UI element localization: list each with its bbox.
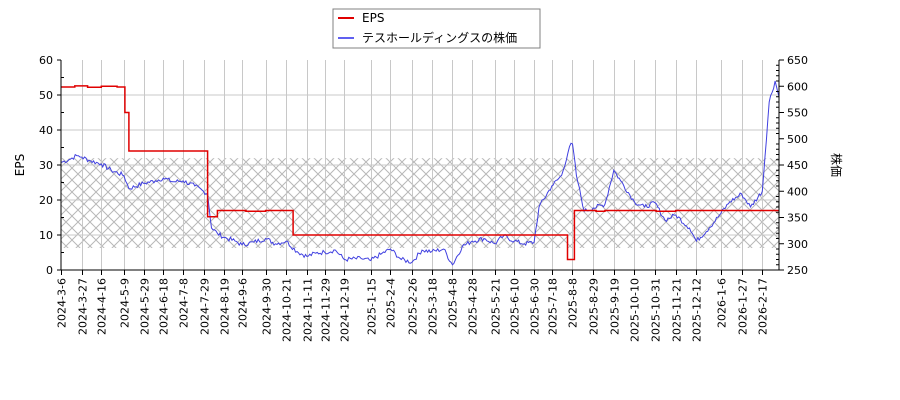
right-tick-label: 550 [787,107,808,120]
x-tick-label: 2026-1-6 [716,278,729,328]
left-tick-label: 60 [39,54,53,67]
x-tick-label: 2025-9-19 [609,278,622,335]
x-tick-label: 2024-9-6 [237,278,250,328]
x-tick-label: 2024-7-8 [178,278,191,328]
x-tick-label: 2025-10-10 [629,278,642,342]
legend-box [332,8,541,49]
x-tick-label: 2024-11-11 [302,278,315,342]
x-tick-label: 2025-4-8 [447,278,460,328]
x-tick-label: 2024-5-9 [119,278,132,328]
right-axis-title: 株価 [829,153,844,177]
right-tick-label: 500 [787,133,808,146]
right-y-axis-ticks: 250 300 350 400 450 500 550 600 650 [776,54,808,277]
left-tick-label: 0 [46,264,53,277]
right-tick-label: 400 [787,185,808,198]
x-tick-label: 2025-8-29 [588,278,601,335]
x-tick-label: 2025-2-26 [407,278,420,335]
left-tick-label: 30 [39,159,53,172]
left-y-axis-ticks: 0 10 20 30 40 50 60 [39,54,64,277]
x-tick-label: 2024-11-29 [320,278,333,342]
x-tick-label: 2025-1-15 [366,278,379,335]
x-tick-label: 2024-10-21 [281,278,294,342]
x-tick-label: 2025-8-8 [567,278,580,328]
x-tick-label: 2025-7-18 [547,278,560,335]
x-tick-label: 2024-5-29 [139,278,152,335]
x-axis-ticks: 2024-3-6 2024-3-27 2024-4-16 2024-5-9 2024-5… [56,270,770,342]
x-tick-label: 2026-1-27 [737,278,750,335]
x-tick-label: 2024-12-19 [339,278,352,342]
left-tick-label: 40 [39,124,53,137]
x-tick-label: 2024-3-6 [56,278,69,328]
x-tick-label: 2026-2-17 [757,278,770,335]
x-tick-label: 2024-4-16 [96,278,109,335]
left-tick-label: 20 [39,194,53,207]
x-tick-label: 2025-10-31 [650,278,663,342]
right-tick-label: 600 [787,80,808,93]
x-tick-label: 2024-8-19 [219,278,232,335]
x-tick-label: 2025-5-21 [490,278,503,335]
right-tick-label: 450 [787,159,808,172]
x-tick-label: 2025-11-21 [671,278,684,342]
x-tick-label: 2024-9-30 [261,278,274,335]
x-tick-label: 2025-3-18 [427,278,440,335]
right-tick-label: 300 [787,238,808,251]
x-tick-label: 2024-3-27 [77,278,90,335]
legend: EPS テスホールディングスの株価 [332,8,541,49]
left-axis-title: EPS [13,154,27,176]
x-tick-label: 2025-2-4 [385,278,398,328]
right-tick-label: 350 [787,212,808,225]
x-tick-label: 2025-6-10 [509,278,522,335]
legend-eps-label: EPS [362,11,384,25]
left-tick-label: 10 [39,229,53,242]
right-tick-label: 650 [787,54,808,67]
hatched-range-band [61,158,779,248]
left-tick-label: 50 [39,89,53,102]
x-tick-label: 2024-7-29 [199,278,212,335]
legend-price-label: テスホールディングスの株価 [362,30,517,45]
x-tick-label: 2025-6-30 [529,278,542,335]
x-tick-label: 2024-6-18 [158,278,171,335]
x-tick-label: 2025-12-12 [691,278,704,342]
eps-series-line [61,85,779,261]
right-tick-label: 250 [787,264,808,277]
x-tick-label: 2025-4-28 [467,278,480,335]
